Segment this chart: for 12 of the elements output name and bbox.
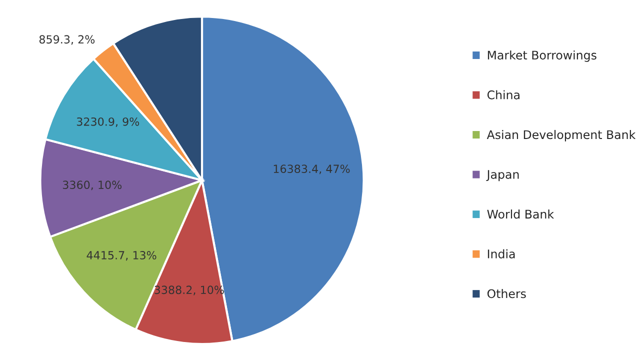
legend-label: World Bank <box>487 209 554 219</box>
legend-label: Others <box>487 289 526 298</box>
data-label: 3230.9, 9% <box>76 117 140 127</box>
legend-label: China <box>487 90 520 100</box>
legend-label: India <box>488 249 515 258</box>
data-label: 3360, 10% <box>62 180 122 190</box>
legend-label: Japan <box>486 170 519 182</box>
data-label: 4415.7, 13% <box>86 251 156 261</box>
legend-label: Asian Development Bank <box>486 130 636 142</box>
legend-label: Market Borrowings <box>488 50 596 62</box>
data-label: 859.3, 2% <box>39 35 95 45</box>
data-label: 16383.4, 47% <box>274 164 350 174</box>
